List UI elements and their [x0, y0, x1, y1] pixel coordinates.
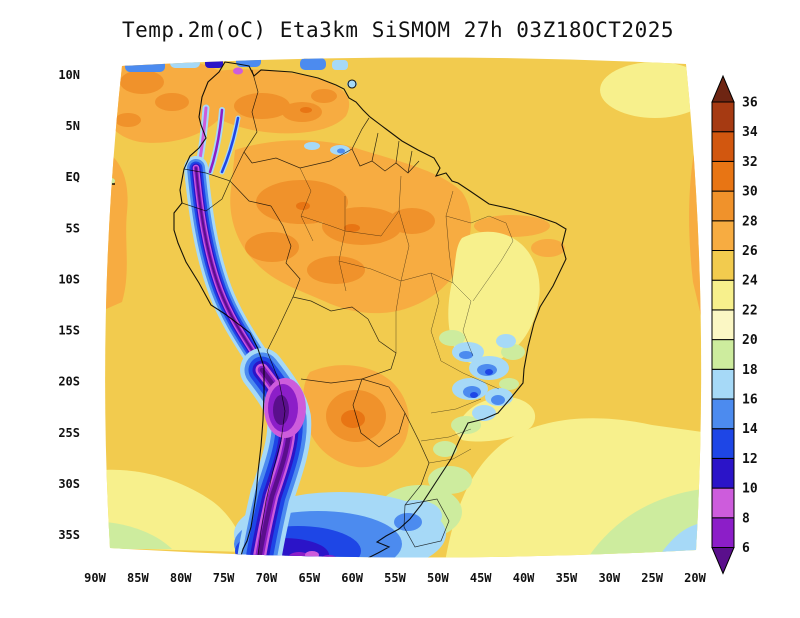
temperature-field	[90, 45, 710, 577]
lat-tick-label: 15S	[58, 324, 80, 338]
colorbar-label: 26	[742, 244, 758, 259]
lon-tick-label: 80W	[170, 571, 192, 585]
lat-tick-label: 20S	[58, 375, 80, 389]
colorbar-label: 24	[742, 274, 758, 289]
colorbar-arrow-top	[712, 76, 734, 102]
colorbar-band	[712, 221, 734, 251]
lat-tick-label: 5N	[66, 119, 80, 133]
colorbar-band	[712, 102, 734, 132]
colorbar-label: 8	[742, 511, 750, 526]
colorbar-band	[712, 251, 734, 281]
colorbar-band	[712, 518, 734, 548]
lat-tick-label: 10N	[58, 68, 80, 82]
lon-tick-label: 20W	[684, 571, 706, 585]
map-canvas: 10N 5N EQ 5S 10S 15S 20S 25S 30S 35S 90W 85W 80W 75W…	[0, 0, 800, 618]
colorbar-label: 10	[742, 482, 758, 497]
lon-tick-label: 55W	[384, 571, 406, 585]
colorbar-label: 32	[742, 155, 758, 170]
lon-tick-label: 40W	[513, 571, 535, 585]
colorbar-band	[712, 369, 734, 399]
colorbar-band	[712, 429, 734, 459]
colorbar-label: 20	[742, 333, 758, 348]
lon-tick-label: 50W	[427, 571, 449, 585]
colorbar-band	[712, 310, 734, 340]
lat-tick-label: 10S	[58, 272, 80, 286]
lon-tick-label: 45W	[470, 571, 492, 585]
lon-tick-label: 65W	[298, 571, 320, 585]
lon-axis: 90W 85W 80W 75W 70W 65W 60W 55W 50W 45W 40W 35W 30W 2…	[84, 571, 706, 585]
lon-tick-label: 70W	[256, 571, 278, 585]
colorbar-label: 22	[742, 303, 758, 318]
lat-tick-label: EQ	[66, 170, 80, 184]
colorbar-band	[712, 191, 734, 221]
colorbar-arrow-bottom	[712, 548, 734, 574]
lon-tick-label: 30W	[598, 571, 620, 585]
colorbar-band	[712, 132, 734, 162]
lon-tick-label: 25W	[641, 571, 663, 585]
colorbar-label: 36	[742, 96, 758, 111]
colorbar-band	[712, 488, 734, 518]
colorbar-label: 12	[742, 452, 758, 467]
colorbar-label: 14	[742, 422, 758, 437]
lat-tick-label: 30S	[58, 477, 80, 491]
weather-chart: Temp.2m(oC) Eta3km SiSMOM 27h 03Z18OCT20…	[0, 0, 800, 618]
colorbar-label: 30	[742, 185, 758, 200]
colorbar-band	[712, 399, 734, 429]
lon-tick-label: 35W	[556, 571, 578, 585]
lon-tick-label: 90W	[84, 571, 106, 585]
colorbar-band	[712, 161, 734, 191]
lat-axis: 10N 5N EQ 5S 10S 15S 20S 25S 30S 35S	[58, 68, 80, 542]
colorbar-band	[712, 340, 734, 370]
lon-tick-label: 75W	[213, 571, 235, 585]
colorbar-band	[712, 280, 734, 310]
lat-tick-label: 35S	[58, 528, 80, 542]
lon-tick-label: 60W	[341, 571, 363, 585]
colorbar-label: 34	[742, 125, 758, 140]
colorbar-band	[712, 458, 734, 488]
colorbar-legend: 36 34 32 30 28 26 24 22 20 18 16 14 12 10 8 6	[712, 76, 758, 574]
lon-tick-label: 85W	[127, 571, 149, 585]
colorbar-label: 18	[742, 363, 758, 378]
lat-tick-label: 5S	[66, 221, 80, 235]
colorbar-label: 28	[742, 214, 758, 229]
lat-tick-label: 25S	[58, 426, 80, 440]
colorbar-label: 6	[742, 541, 750, 556]
colorbar-label: 16	[742, 393, 758, 408]
